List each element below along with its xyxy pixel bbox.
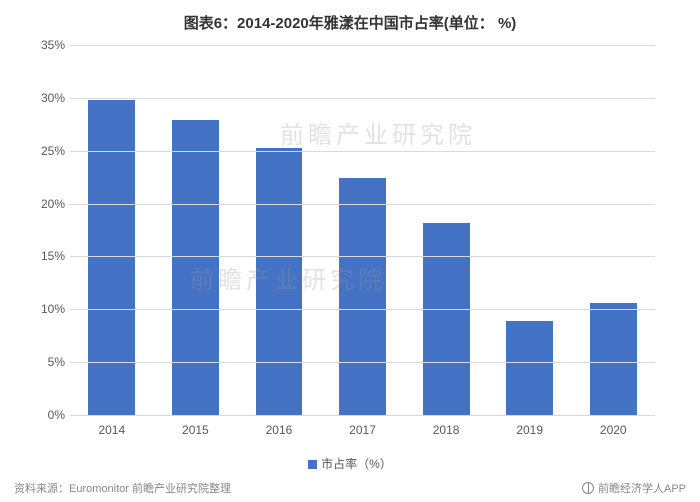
bar-slot <box>237 45 321 415</box>
bar-slot <box>404 45 488 415</box>
gridline <box>70 256 655 257</box>
bars-container <box>70 45 655 415</box>
x-tick-label: 2019 <box>488 423 572 437</box>
gridline <box>70 204 655 205</box>
x-tick-label: 2018 <box>404 423 488 437</box>
y-tick-label: 25% <box>25 144 65 158</box>
bar-slot <box>154 45 238 415</box>
y-tick-label: 35% <box>25 38 65 52</box>
bar <box>506 321 553 415</box>
x-tick-label: 2014 <box>70 423 154 437</box>
x-tick-label: 2015 <box>154 423 238 437</box>
gridline <box>70 415 655 416</box>
y-tick-label: 5% <box>25 355 65 369</box>
bar <box>172 120 219 415</box>
bar-slot <box>70 45 154 415</box>
y-tick-label: 15% <box>25 249 65 263</box>
y-tick-label: 0% <box>25 408 65 422</box>
bar <box>88 100 135 415</box>
chart-area: 前瞻产业研究院 前瞻产业研究院 0%5%10%15%20%25%30%35% 2… <box>70 45 655 415</box>
attribution-text: 前瞻经济学人APP <box>598 480 686 496</box>
legend: 市占率（%） <box>0 455 700 472</box>
bar <box>590 303 637 415</box>
gridline <box>70 98 655 99</box>
x-axis: 2014201520162017201820192020 <box>70 423 655 437</box>
chart-title: 图表6：2014-2020年雅漾在中国市占率(单位： %) <box>0 0 700 41</box>
bar <box>256 148 303 415</box>
legend-swatch <box>308 460 317 469</box>
gridline <box>70 362 655 363</box>
bar-slot <box>321 45 405 415</box>
x-tick-label: 2017 <box>321 423 405 437</box>
x-tick-label: 2016 <box>237 423 321 437</box>
bar-slot <box>488 45 572 415</box>
bar <box>339 178 386 415</box>
source-text: 资料来源：Euromonitor 前瞻产业研究院整理 <box>14 480 231 496</box>
globe-icon <box>582 482 594 494</box>
gridline <box>70 45 655 46</box>
y-tick-label: 20% <box>25 197 65 211</box>
plot-region: 前瞻产业研究院 前瞻产业研究院 0%5%10%15%20%25%30%35% <box>70 45 655 415</box>
y-tick-label: 10% <box>25 302 65 316</box>
x-tick-label: 2020 <box>571 423 655 437</box>
footer: 资料来源：Euromonitor 前瞻产业研究院整理 前瞻经济学人APP <box>14 480 686 496</box>
y-tick-label: 30% <box>25 91 65 105</box>
bar-slot <box>571 45 655 415</box>
legend-label: 市占率（%） <box>321 457 392 471</box>
gridline <box>70 151 655 152</box>
bar <box>423 223 470 415</box>
attribution: 前瞻经济学人APP <box>582 480 686 496</box>
gridline <box>70 309 655 310</box>
